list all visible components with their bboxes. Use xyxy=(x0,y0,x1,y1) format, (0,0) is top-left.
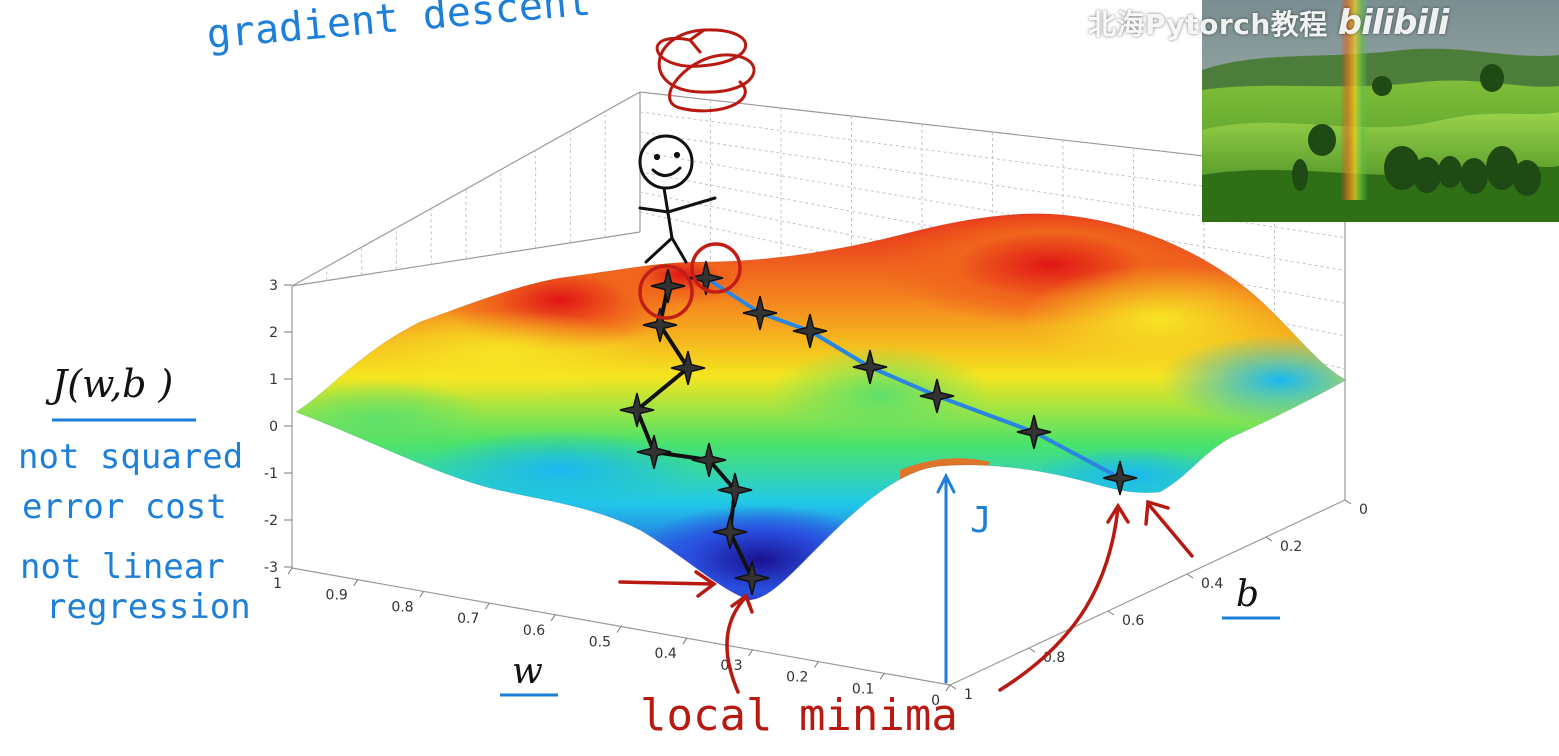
note-line-4: regression xyxy=(46,587,251,627)
w-tick-label: 0 xyxy=(931,693,940,709)
surface-j-label: J xyxy=(970,500,992,541)
step-marker xyxy=(670,350,706,386)
w-tick-label: 0.1 xyxy=(852,681,874,697)
note-line-2: error cost xyxy=(22,487,227,527)
descent-paths xyxy=(619,260,1138,596)
w-axis-ticks: 1 0.9 0.8 0.7 0.6 0.5 0.4 0.3 0.2 0.1 0 xyxy=(273,567,951,709)
watermark-text: 北海Pytorch教程 xyxy=(1088,8,1328,41)
bilibili-logo: bilibili xyxy=(1337,3,1450,43)
w-tick-label: 0.5 xyxy=(589,635,611,651)
w-tick-label: 0.8 xyxy=(391,599,413,615)
step-marker xyxy=(734,560,770,596)
step-markers xyxy=(619,260,1138,596)
cost-axis-label: J(w,b ) xyxy=(45,362,173,406)
z-tick-label: -2 xyxy=(264,513,278,529)
z-tick-label: 3 xyxy=(269,278,278,294)
b-axis-label: b xyxy=(1236,574,1259,615)
w-axis-label: w xyxy=(512,651,543,692)
step-marker xyxy=(688,260,724,296)
minima-arrows xyxy=(618,499,1194,694)
z-tick-label: 2 xyxy=(269,325,278,341)
step-marker xyxy=(1016,414,1052,450)
stick-figure-drawing xyxy=(638,134,717,264)
step-marker xyxy=(636,434,672,470)
b-tick-label: 1 xyxy=(964,687,973,703)
channel-watermark: 北海Pytorch教程 bilibili xyxy=(1088,2,1450,44)
step-marker xyxy=(650,268,686,304)
step-marker xyxy=(712,514,748,550)
step-marker xyxy=(919,378,955,414)
b-tick-label: 0 xyxy=(1359,502,1368,518)
w-tick-label: 0.6 xyxy=(523,623,545,639)
b-axis-ticks: 0 0.2 0.4 0.6 0.8 1 xyxy=(949,499,1368,703)
w-tick-label: 1 xyxy=(273,576,282,592)
note-line-1: not squared xyxy=(18,437,243,477)
landscape-image xyxy=(1202,0,1559,222)
start-circles xyxy=(638,242,742,320)
b-tick-label: 0.2 xyxy=(1280,539,1302,555)
step-marker xyxy=(1102,460,1138,496)
dizzy-spiral-drawing xyxy=(655,28,756,113)
step-marker xyxy=(619,392,655,428)
z-axis-ticks: 3 2 1 0 -1 -2 -3 xyxy=(264,278,292,576)
w-tick-label: 0.3 xyxy=(720,658,742,674)
step-marker xyxy=(792,313,828,349)
step-marker xyxy=(691,442,727,478)
video-thumbnail-overlay xyxy=(1202,0,1559,222)
w-tick-label: 0.9 xyxy=(326,588,348,604)
step-marker xyxy=(742,295,778,331)
z-tick-label: -3 xyxy=(264,560,278,576)
step-marker xyxy=(852,349,888,385)
z-tick-label: -1 xyxy=(264,466,278,482)
b-tick-label: 0.6 xyxy=(1122,613,1144,629)
w-tick-label: 0.2 xyxy=(786,670,808,686)
note-line-3: not linear xyxy=(20,547,225,587)
w-tick-label: 0.7 xyxy=(457,611,479,627)
step-marker xyxy=(717,472,753,508)
w-tick-label: 0.4 xyxy=(655,646,677,662)
z-tick-label: 1 xyxy=(269,372,278,388)
b-tick-label: 0.8 xyxy=(1043,650,1065,666)
z-tick-label: 0 xyxy=(269,419,278,435)
step-marker xyxy=(642,307,678,343)
local-minima-label: local minima xyxy=(640,690,958,741)
j-height-arrow xyxy=(936,472,956,684)
title-annotation: gradient descent xyxy=(205,0,593,58)
b-tick-label: 0.4 xyxy=(1201,576,1223,592)
